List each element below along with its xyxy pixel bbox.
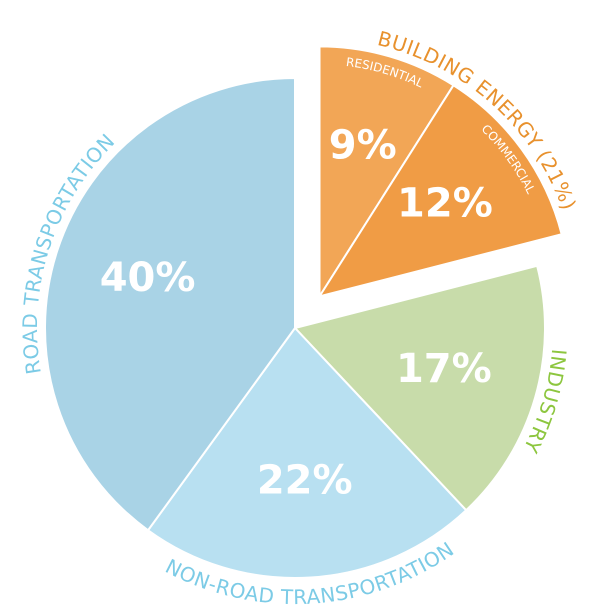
pie-slice — [44, 76, 296, 532]
value-label: 17% — [396, 346, 492, 392]
value-label: 40% — [100, 255, 196, 301]
pie-slice — [146, 326, 468, 579]
pie-slice — [318, 45, 455, 300]
value-label: 9% — [329, 123, 397, 169]
value-label: 22% — [257, 458, 353, 504]
pie-slice — [317, 83, 563, 298]
value-label: 12% — [397, 180, 493, 226]
pie-slice — [293, 264, 546, 512]
